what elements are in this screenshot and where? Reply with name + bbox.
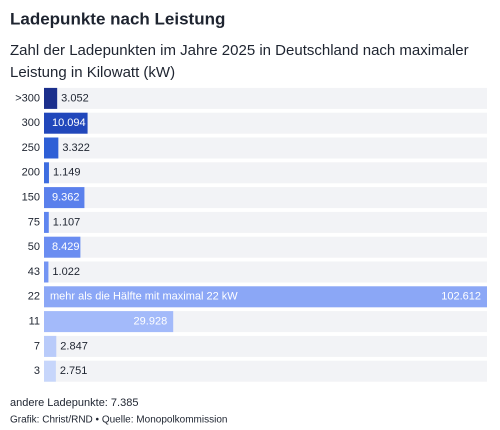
bar bbox=[44, 236, 81, 258]
value-label: 3.322 bbox=[62, 142, 90, 154]
row-background bbox=[44, 162, 487, 184]
category-label: 11 bbox=[29, 316, 40, 328]
footnote: andere Ladepunkte: 7.385 bbox=[10, 397, 138, 409]
bar bbox=[44, 311, 174, 333]
category-label: 43 bbox=[28, 266, 40, 278]
category-label: 75 bbox=[28, 216, 40, 228]
category-label: 200 bbox=[22, 167, 40, 179]
bar bbox=[44, 261, 49, 283]
bar bbox=[44, 137, 59, 159]
bar bbox=[44, 360, 56, 382]
row-background bbox=[44, 261, 487, 283]
value-label: 10.094 bbox=[52, 117, 86, 129]
category-label: 250 bbox=[22, 142, 40, 154]
category-label: 3 bbox=[34, 365, 40, 377]
value-label: 2.751 bbox=[60, 365, 88, 377]
chart-title: Ladepunkte nach Leistung bbox=[10, 9, 225, 28]
value-label: 1.149 bbox=[53, 167, 81, 179]
row-background bbox=[44, 112, 487, 134]
value-label: 9.362 bbox=[52, 192, 80, 204]
row-background bbox=[44, 335, 487, 357]
chart-subtitle: Leistung in Kilowatt (kW) bbox=[10, 64, 175, 81]
row-background bbox=[44, 211, 487, 233]
bar bbox=[44, 286, 487, 308]
bar bbox=[44, 211, 49, 233]
annotation: mehr als die Hälfte mit maximal 22 kW bbox=[50, 291, 238, 303]
value-label: 29.928 bbox=[134, 316, 168, 328]
category-label: 300 bbox=[22, 117, 40, 129]
category-label: 50 bbox=[28, 241, 40, 253]
value-label: 2.847 bbox=[60, 340, 88, 352]
category-label: 7 bbox=[34, 340, 40, 352]
value-label: 8.429 bbox=[52, 241, 80, 253]
row-background bbox=[44, 236, 487, 258]
bar bbox=[44, 112, 88, 134]
bar bbox=[44, 162, 49, 184]
row-background bbox=[44, 87, 487, 109]
value-label: 3.052 bbox=[61, 92, 89, 104]
source: Grafik: Christ/RND • Quelle: Monopolkomm… bbox=[10, 415, 227, 426]
bar bbox=[44, 335, 57, 357]
bar bbox=[44, 87, 58, 109]
category-label: 150 bbox=[22, 192, 40, 204]
chart-subtitle: Zahl der Ladepunkten im Jahre 2025 in De… bbox=[10, 42, 469, 59]
row-background bbox=[44, 137, 487, 159]
row-background bbox=[44, 187, 487, 209]
value-label: 102.612 bbox=[441, 291, 481, 303]
category-label: >300 bbox=[15, 92, 40, 104]
row-background bbox=[44, 360, 487, 382]
value-label: 1.107 bbox=[53, 216, 81, 228]
value-label: 1.022 bbox=[52, 266, 80, 278]
category-label: 22 bbox=[28, 291, 40, 303]
bar bbox=[44, 187, 85, 209]
